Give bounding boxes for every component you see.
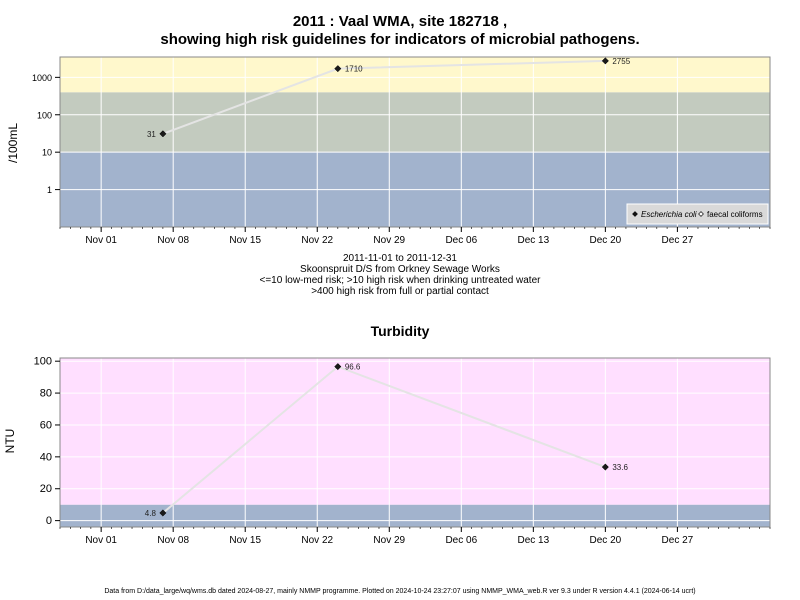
turbidity-data-point-2 [601, 463, 609, 471]
microbial-data-point-1 [334, 65, 342, 73]
turbidity-y-tick-label-4: 80 [40, 388, 52, 400]
microbial-frame [59, 56, 771, 228]
microbial-panel: 1 10 100 1000 Nov 01 Nov 08 Nov 15 Nov 22 Nov 29… [32, 56, 771, 246]
microbial-x-tick-label-3: Nov 22 [301, 235, 333, 246]
microbial-x-tick-label-7: Dec 20 [590, 235, 622, 246]
microbial-data-point-0 [159, 130, 167, 138]
turbidity-x-tick-label-6: Dec 13 [517, 535, 549, 546]
turbidity-x-tick-label-0: Nov 01 [85, 535, 117, 546]
microbial-y-tick-label-1: 10 [42, 148, 52, 158]
turbidity-data-label-2: 33.6 [612, 463, 628, 472]
chart-title-line1: 2011 : Vaal WMA, site 182718 , [292, 13, 508, 30]
legend-marker-0 [632, 211, 638, 217]
turbidity-x-tick-label-7: Dec 20 [590, 535, 622, 546]
caption-guideline-contact: >400 high risk from full or partial cont… [311, 286, 489, 297]
caption-date-range: 2011-11-01 to 2011-12-31 [343, 253, 457, 264]
chart-title-line2: showing high risk guidelines for indicat… [160, 31, 640, 48]
caption-site: Skoonspruit D/S from Orkney Sewage Works [300, 264, 500, 275]
caption-guideline-drinking: <=10 low-med risk; >10 high risk when dr… [259, 275, 541, 286]
microbial-x-tick-label-8: Dec 27 [662, 235, 694, 246]
microbial-x-tick-label-2: Nov 15 [229, 235, 261, 246]
microbial-data-label-1: 1710 [345, 65, 363, 74]
microbial-risk-band-1 [60, 92, 770, 153]
legend: Escherichia coli faecal coliforms [626, 203, 769, 225]
turbidity-panel: 0 20 40 60 80 100 Nov 01 Nov 08 Nov 15 Nov 22 Nov … [34, 356, 771, 546]
footer-note: Data from D:/data_large/wq/wms.db dated … [104, 588, 696, 595]
microbial-x-tick-label-0: Nov 01 [85, 235, 117, 246]
microbial-x-tick-label-6: Dec 13 [517, 235, 549, 246]
turbidity-y-tick-label-3: 60 [40, 419, 52, 431]
turbidity-y-tick-label-0: 0 [46, 515, 52, 527]
turbidity-y-tick-label-1: 20 [40, 483, 52, 495]
microbial-risk-band-2 [60, 57, 770, 93]
turbidity-x-tick-label-2: Nov 15 [229, 535, 261, 546]
turbidity-data-label-1: 96.6 [345, 363, 361, 372]
legend-label-1: faecal coliforms [707, 210, 763, 219]
microbial-data-label-0: 31 [147, 130, 156, 139]
turbidity-title: Turbidity [370, 323, 430, 339]
legend-box [626, 203, 769, 225]
turbidity-x-tick-label-3: Nov 22 [301, 535, 333, 546]
microbial-y-tick-label-3: 1000 [32, 73, 52, 83]
turbidity-data-point-0 [159, 509, 167, 517]
microbial-y-tick-label-0: 1 [47, 185, 52, 195]
turbidity-x-tick-label-4: Nov 29 [373, 535, 405, 546]
turbidity-frame [59, 357, 771, 528]
turbidity-x-tick-label-5: Dec 06 [445, 535, 477, 546]
turbidity-y-tick-label-2: 40 [40, 451, 52, 463]
turbidity-data-point-1 [334, 363, 342, 371]
microbial-x-tick-label-1: Nov 08 [157, 235, 189, 246]
microbial-data-label-2: 2755 [612, 57, 630, 66]
microbial-x-tick-label-4: Nov 29 [373, 235, 405, 246]
microbial-data-point-2 [601, 57, 609, 65]
turbidity-data-label-0: 4.8 [145, 509, 157, 518]
turbidity-risk-band-0 [60, 504, 770, 527]
microbial-y-tick-label-2: 100 [37, 110, 52, 120]
turbidity-risk-band-1 [60, 358, 770, 505]
legend-label-0: Escherichia coli [641, 210, 697, 219]
turbidity-x-tick-label-8: Dec 27 [662, 535, 694, 546]
microbial-x-tick-label-5: Dec 06 [445, 235, 477, 246]
legend-marker-1 [698, 211, 704, 217]
turbidity-x-tick-label-1: Nov 08 [157, 535, 189, 546]
turbidity-y-tick-label-5: 100 [34, 356, 52, 368]
